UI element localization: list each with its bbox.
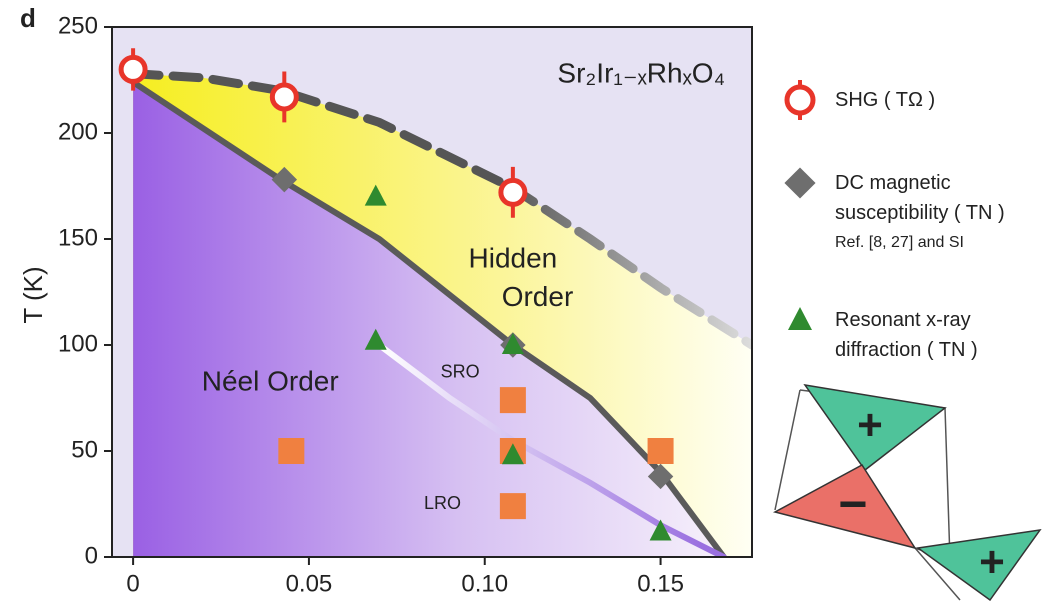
x-tick-label: 0.15	[637, 570, 684, 597]
x-tick-label: 0.05	[286, 570, 333, 597]
formula: Sr₂Ir₁₋ₓRhₓO₄	[557, 57, 725, 88]
y-tick-label: 200	[58, 118, 98, 145]
y-tick-label: 150	[58, 224, 98, 251]
region-label: SRO	[441, 361, 480, 381]
legend-marker	[787, 87, 813, 113]
marker	[121, 57, 145, 81]
legend-entry	[784, 167, 815, 198]
region-label: Hidden	[469, 243, 558, 274]
marker	[278, 438, 304, 464]
inset-sign: −	[838, 476, 867, 532]
figure: d T (K) Sr₂Ir₁₋ₓRhₓO₄ + − + 0 50 100 150 200…	[0, 0, 1052, 601]
marker	[272, 85, 296, 109]
region-label: Néel Order	[202, 366, 339, 397]
y-tick-label: 250	[58, 12, 98, 39]
legend-entry	[787, 80, 813, 120]
legend-label: SHG ( TΩ )	[835, 85, 1052, 115]
legend-note: Ref. [8, 27] and SI	[835, 230, 1052, 256]
marker	[500, 387, 526, 413]
legend-entry	[788, 307, 812, 330]
legend-marker	[788, 307, 812, 330]
inset-outline	[775, 390, 800, 510]
legend-marker	[784, 167, 815, 198]
y-tick-label: 0	[85, 542, 98, 569]
region-label: LRO	[424, 493, 461, 513]
marker	[648, 438, 674, 464]
legend-label: Resonant x-ray diffraction ( TN )	[835, 305, 1052, 365]
marker	[500, 493, 526, 519]
x-tick-label: 0.10	[461, 570, 508, 597]
inset: + − +	[775, 385, 1040, 600]
x-tick-label: 0	[126, 570, 139, 597]
marker	[501, 180, 525, 204]
inset-sign: +	[979, 538, 1005, 587]
legend-label: DC magnetic susceptibility ( TN )	[835, 168, 1052, 228]
y-tick-label: 100	[58, 330, 98, 357]
inset-sign: +	[857, 401, 883, 450]
region-label: Order	[502, 281, 574, 312]
y-axis-label: T (K)	[18, 266, 48, 323]
y-tick-label: 50	[71, 436, 98, 463]
panel-label: d	[20, 3, 36, 33]
